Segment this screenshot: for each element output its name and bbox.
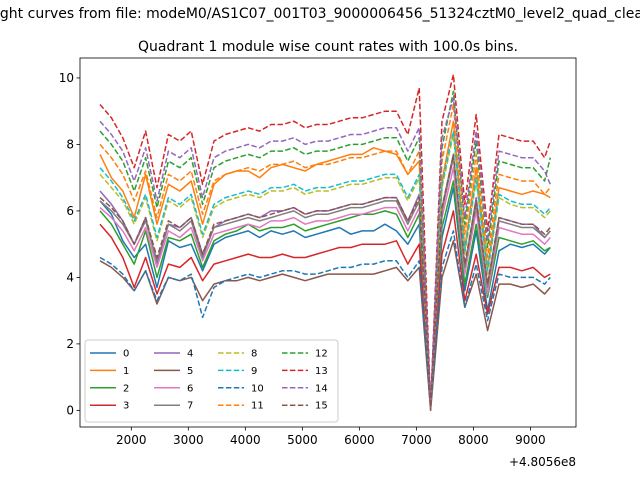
legend-label-6: 6: [187, 383, 193, 394]
legend-label-5: 5: [187, 366, 193, 377]
series-line-13: [99, 73, 552, 408]
series-line-8: [99, 133, 551, 408]
x-tick-label: 2000: [116, 433, 147, 447]
x-tick-label: 7000: [401, 433, 432, 447]
x-tick-label: 6000: [344, 433, 375, 447]
legend-label-1: 1: [123, 366, 129, 377]
plot-lines: [99, 73, 552, 412]
series-line-12: [99, 90, 552, 408]
chart-title: Quadrant 1 module wise count rates with …: [138, 39, 518, 55]
legend-label-8: 8: [251, 349, 257, 360]
series-line-11: [99, 103, 551, 408]
y-tick-label: 6: [66, 204, 74, 218]
y-tick-label: 10: [59, 71, 74, 85]
legend-label-12: 12: [315, 349, 328, 360]
y-tick-label: 4: [66, 270, 74, 284]
legend-label-7: 7: [187, 401, 193, 412]
legend-label-11: 11: [251, 401, 264, 412]
legend-label-13: 13: [315, 366, 328, 377]
legend-box: [84, 339, 339, 423]
series-line-2: [99, 180, 551, 408]
x-axis-offset-label: +4.8056e8: [509, 455, 576, 469]
legend-label-2: 2: [123, 383, 129, 394]
x-tick-label: 8000: [458, 433, 489, 447]
y-tick-label: 8: [66, 137, 74, 151]
series-line-9: [99, 130, 551, 408]
series-line-10: [99, 230, 551, 408]
x-tick-label: 4000: [230, 433, 261, 447]
series-line-3: [99, 210, 551, 408]
legend-label-0: 0: [123, 349, 129, 360]
y-tick-label: 0: [66, 403, 74, 417]
legend-label-4: 4: [187, 349, 193, 360]
x-tick-label: 9000: [515, 433, 546, 447]
legend-label-15: 15: [315, 401, 328, 412]
series-line-1: [99, 120, 551, 408]
x-tick-label: 3000: [173, 433, 204, 447]
legend-label-14: 14: [315, 383, 328, 394]
x-tick-label: 5000: [287, 433, 318, 447]
legend-label-9: 9: [251, 366, 257, 377]
plot-frame: [79, 57, 577, 428]
figure-suptitle: Light curves from file: modeM0/AS1C07_00…: [0, 6, 640, 22]
series-line-0: [99, 186, 551, 408]
series-line-15: [99, 153, 551, 408]
legend-label-3: 3: [123, 401, 129, 412]
y-tick-label: 2: [66, 337, 74, 351]
series-line-14: [99, 97, 551, 408]
legend-label-10: 10: [251, 383, 264, 394]
series-line-6: [99, 166, 551, 408]
